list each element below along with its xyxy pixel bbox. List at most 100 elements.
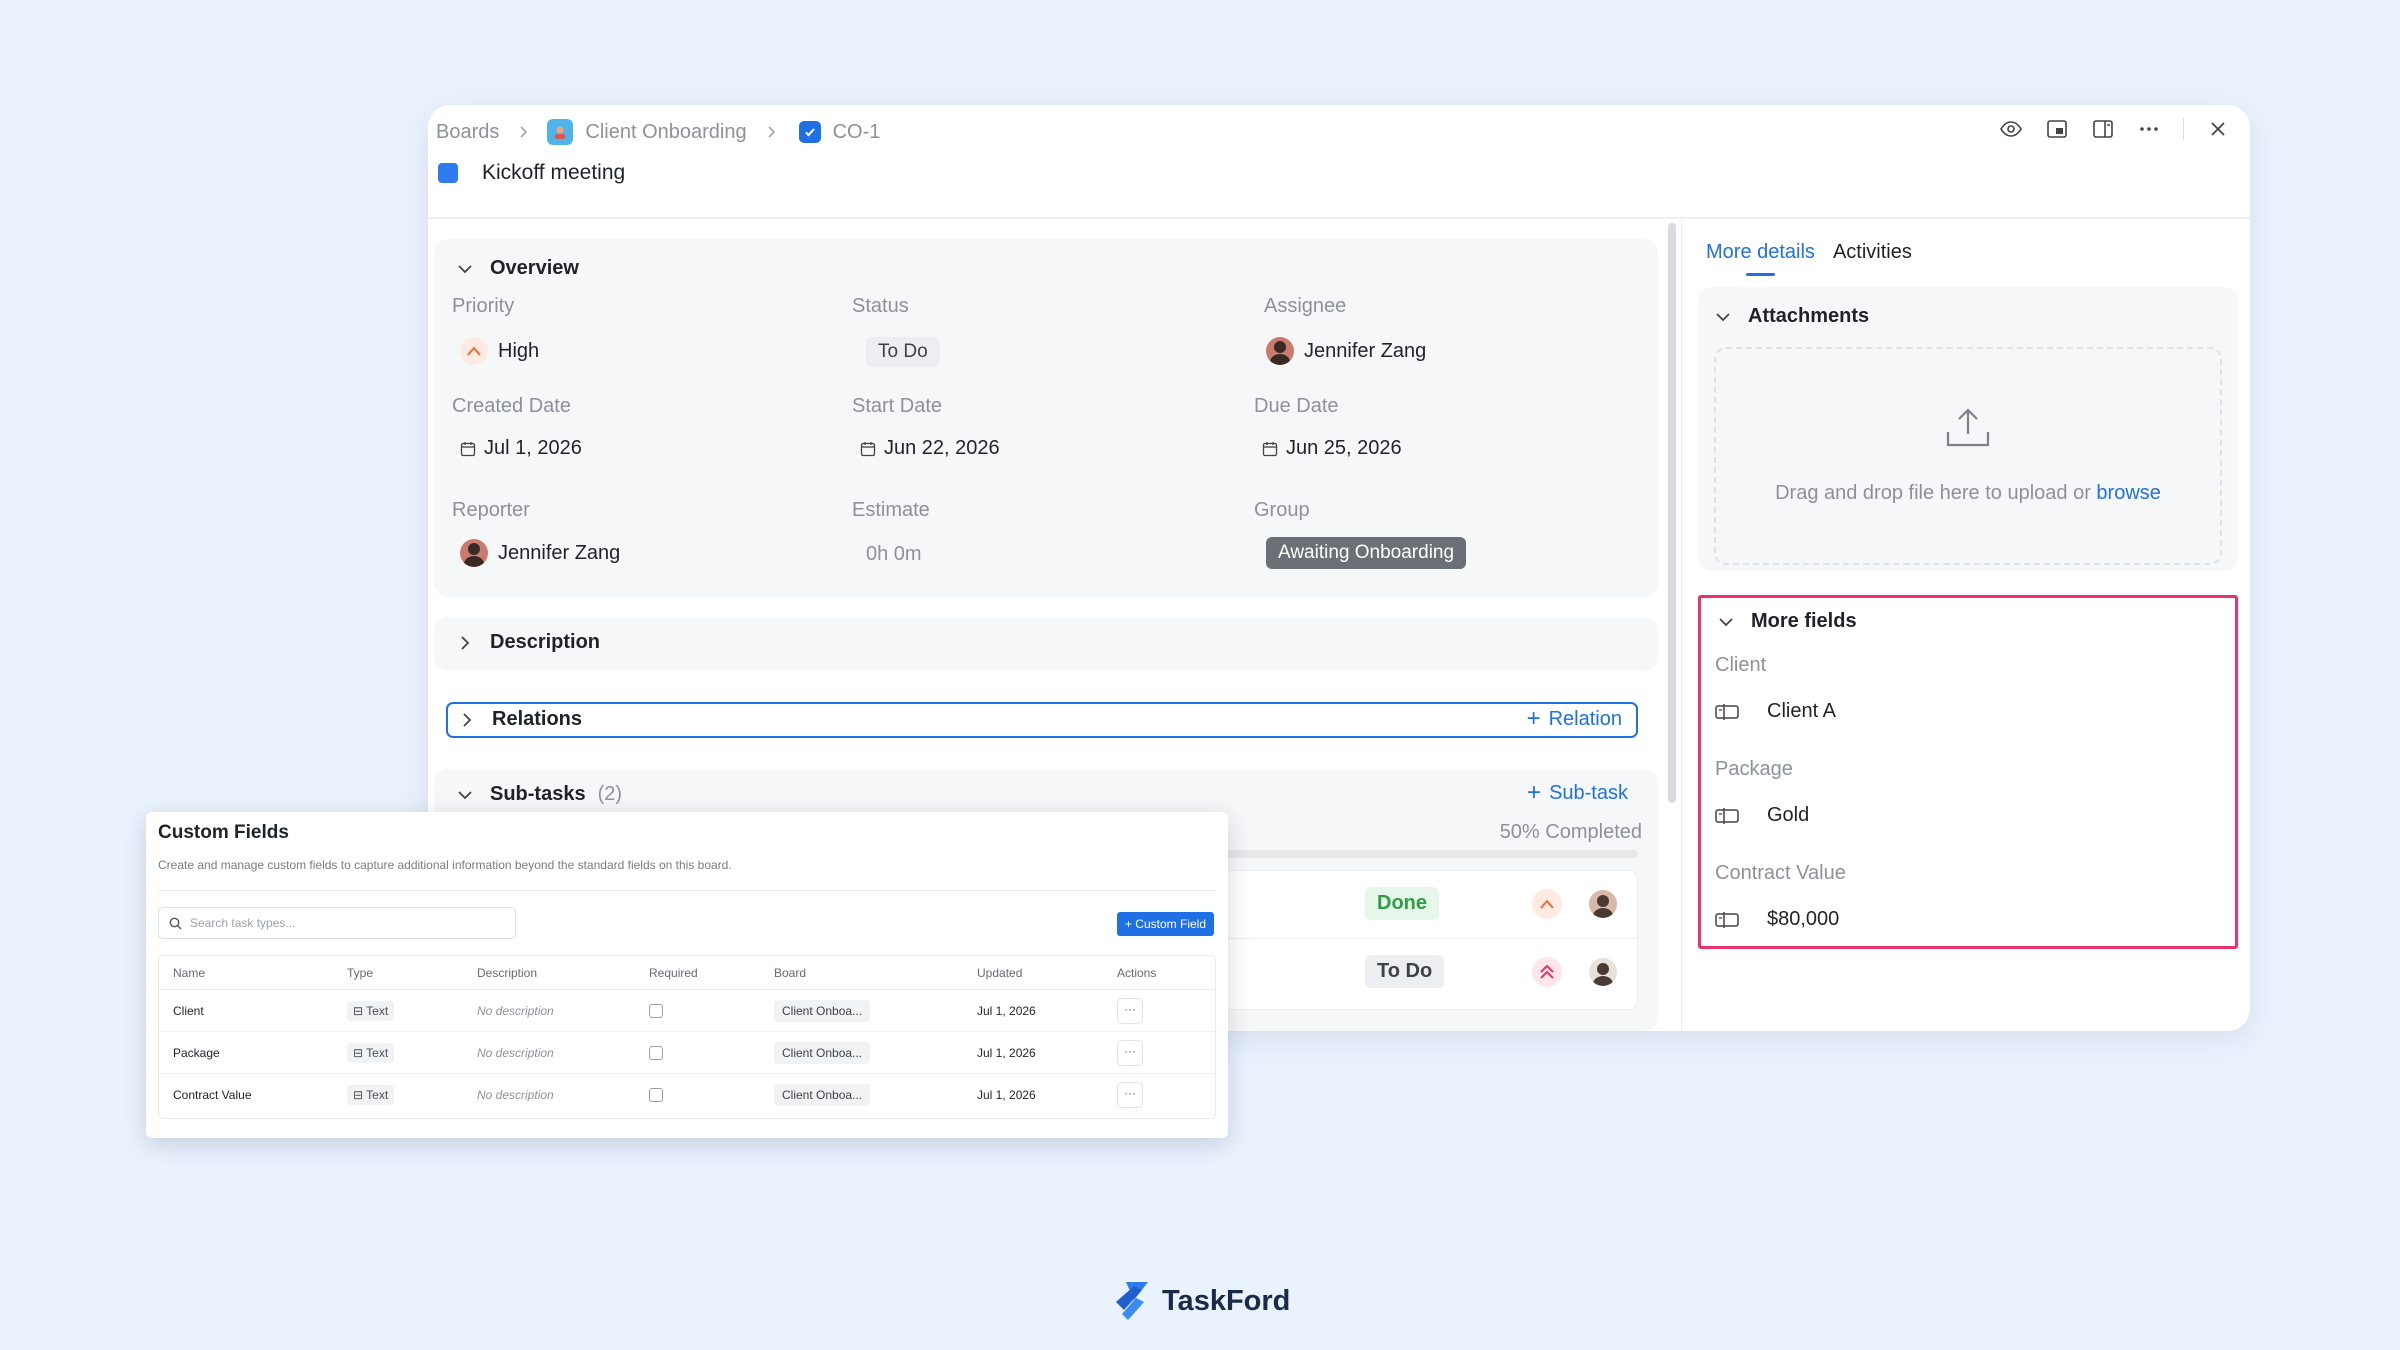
field-value: Client A [1767, 700, 1836, 722]
search-input[interactable]: Search task types... [158, 907, 516, 939]
taskford-logo: TaskFord [1112, 1280, 1290, 1322]
add-custom-field-button[interactable]: + Custom Field [1116, 912, 1214, 936]
plus-icon: + [1527, 779, 1542, 806]
avatar[interactable] [1589, 890, 1617, 918]
avatar [460, 539, 488, 567]
custom-fields-table: Name Type Description Required Board Upd… [158, 955, 1216, 1119]
subtasks-header[interactable]: Sub-tasks (2) [456, 783, 622, 806]
search-icon [169, 917, 182, 929]
cell-updated: Jul 1, 2026 [977, 1088, 1036, 1102]
start-date-field[interactable]: Jun 22, 2026 [860, 437, 1000, 460]
priority-label: Priority [452, 295, 515, 317]
field-label: Contract Value [1715, 862, 1846, 884]
divider [158, 890, 1216, 891]
breadcrumb-task-id[interactable]: CO-1 [832, 120, 881, 143]
reporter-value: Jennifer Zang [498, 541, 621, 564]
side-panel-icon[interactable] [2091, 117, 2115, 141]
close-icon[interactable] [2206, 117, 2230, 141]
contract-value-field[interactable]: $80,000 [1715, 908, 1839, 931]
scrollbar[interactable] [1668, 223, 1676, 803]
overview-title: Overview [490, 257, 579, 279]
required-checkbox[interactable] [649, 1003, 663, 1018]
attachments-header[interactable]: Attachments [1714, 305, 1869, 328]
field-value: $80,000 [1767, 908, 1840, 930]
row-actions-button[interactable]: ··· [1117, 1082, 1143, 1108]
priority-field[interactable]: High [460, 337, 539, 365]
relations-section[interactable]: Relations + Relation [446, 702, 1638, 738]
breadcrumb-boards[interactable]: Boards [436, 120, 500, 143]
priority-urgent-icon[interactable] [1532, 957, 1562, 987]
more-options-icon[interactable] [2137, 117, 2161, 141]
client-field[interactable]: Client A [1715, 700, 1836, 723]
cell-description: No description [477, 1088, 554, 1102]
reporter-field[interactable]: Jennifer Zang [460, 539, 620, 567]
description-header[interactable]: Description [456, 631, 600, 654]
cell-updated: Jul 1, 2026 [977, 1045, 1036, 1060]
estimate-value: 0h 0m [866, 543, 922, 565]
tab-activities[interactable]: Activities [1832, 241, 1912, 263]
description-section[interactable]: Description [434, 617, 1658, 671]
subtask-row[interactable]: To Do [455, 939, 1639, 1007]
file-dropzone[interactable]: Drag and drop file here to upload or bro… [1714, 347, 2222, 565]
priority-value: High [498, 339, 540, 362]
assignee-field[interactable]: Jennifer Zang [1266, 337, 1426, 365]
table-row[interactable]: Package ⊟ Text No description Client Onb… [159, 1032, 1215, 1074]
required-checkbox[interactable] [649, 1045, 663, 1060]
column-header[interactable]: Required [649, 965, 698, 980]
column-header[interactable]: Type [347, 965, 374, 980]
relations-title: Relations [492, 708, 583, 730]
add-relation-label: Relation [1548, 707, 1622, 730]
relations-header[interactable]: Relations [458, 708, 582, 731]
due-date-field[interactable]: Jun 25, 2026 [1262, 437, 1402, 460]
chevron-right-icon [520, 126, 528, 138]
field-value: Gold [1767, 804, 1810, 826]
attachments-section: Attachments Drag and drop file here to u… [1698, 287, 2238, 571]
table-row[interactable]: Contract Value ⊟ Text No description Cli… [159, 1074, 1215, 1116]
group-field[interactable]: Awaiting Onboarding [1266, 537, 1467, 569]
column-header[interactable]: Actions [1117, 965, 1157, 980]
task-color-swatch[interactable] [438, 163, 458, 183]
row-actions-button[interactable]: ··· [1117, 997, 1143, 1024]
cell-name: Client [173, 1003, 204, 1018]
chevron-down-icon [1716, 312, 1730, 321]
avatar[interactable] [1589, 958, 1617, 986]
column-header[interactable]: Name [173, 965, 206, 980]
priority-high-icon[interactable] [1532, 889, 1562, 919]
dropzone-message: Drag and drop file here to upload or [1775, 481, 2091, 504]
attachments-title: Attachments [1748, 305, 1870, 327]
add-relation-button[interactable]: + Relation [1527, 707, 1622, 731]
cell-board: Client Onboa... [774, 1084, 871, 1106]
status-badge[interactable]: To Do [1365, 955, 1445, 988]
progress-text: 50% Completed [1499, 821, 1642, 843]
estimate-field[interactable]: 0h 0m [866, 543, 922, 566]
chevron-right-icon [768, 126, 775, 138]
text-field-icon [1715, 807, 1739, 824]
type-chip: ⊟ Text [347, 1000, 395, 1021]
plus-icon: + [1526, 705, 1541, 732]
column-header[interactable]: Updated [977, 965, 1023, 980]
chevron-down-icon [458, 264, 472, 273]
table-row[interactable]: Client ⊟ Text No description Client Onbo… [159, 990, 1215, 1032]
created-date-field[interactable]: Jul 1, 2026 [460, 437, 582, 460]
more-fields-header[interactable]: More fields [1717, 610, 1857, 633]
status-field[interactable]: To Do [866, 337, 940, 367]
add-subtask-button[interactable]: + Sub-task [1527, 781, 1628, 805]
tab-more-details[interactable]: More details [1706, 241, 1815, 276]
task-title[interactable]: Kickoff meeting [482, 161, 626, 184]
required-checkbox[interactable] [649, 1088, 663, 1102]
column-header[interactable]: Description [477, 965, 538, 980]
package-field[interactable]: Gold [1715, 804, 1809, 827]
browse-link[interactable]: browse [2096, 481, 2161, 504]
task-title-row: Kickoff meeting [438, 161, 625, 185]
description-title: Description [490, 631, 601, 653]
cell-updated: Jul 1, 2026 [977, 1003, 1036, 1018]
cell-description: No description [477, 1045, 554, 1060]
breadcrumb-project[interactable]: Client Onboarding [585, 120, 747, 143]
more-fields-section: More fields Client Client A Package Gold… [1698, 595, 2238, 949]
column-header[interactable]: Board [774, 965, 807, 980]
status-badge[interactable]: Done [1365, 887, 1439, 920]
row-actions-button[interactable]: ··· [1117, 1039, 1143, 1066]
picture-in-picture-icon[interactable] [2045, 117, 2069, 141]
overview-header[interactable]: Overview [456, 257, 579, 280]
eye-icon[interactable] [1999, 117, 2023, 141]
